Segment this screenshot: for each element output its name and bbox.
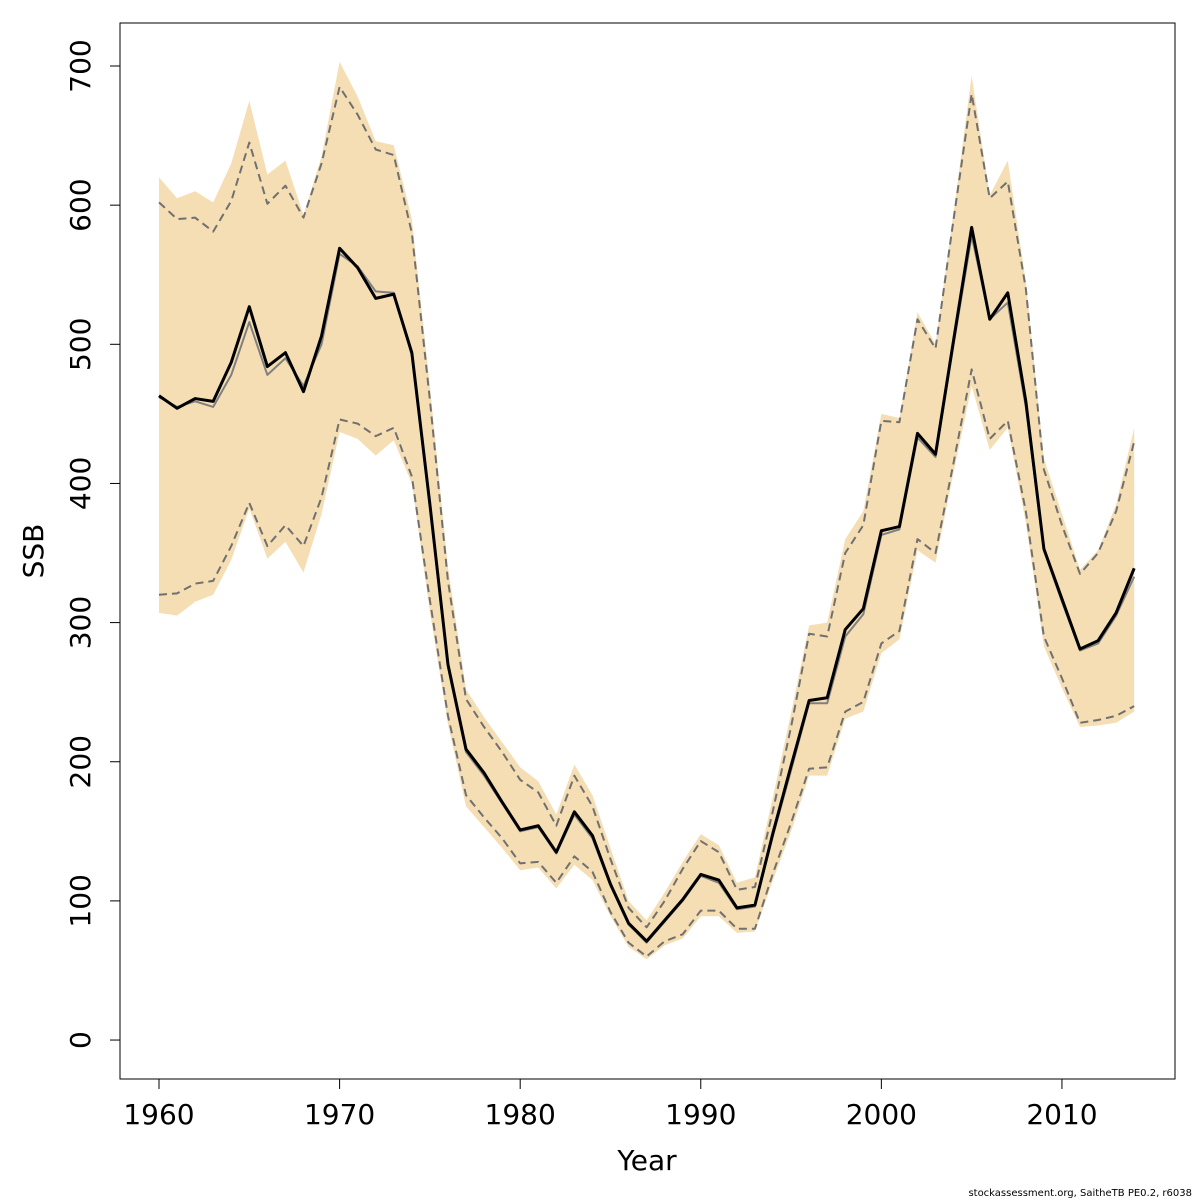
y-tick-label: 500 (64, 318, 97, 371)
confidence-band (159, 61, 1135, 960)
y-tick-label: 300 (64, 596, 97, 649)
x-tick-label: 1990 (665, 1098, 736, 1131)
y-axis-label: SSB (17, 524, 50, 579)
y-tick-label: 200 (64, 735, 97, 788)
x-tick-label: 1970 (304, 1098, 375, 1131)
y-tick-label: 400 (64, 457, 97, 510)
x-tick-label: 1980 (485, 1098, 556, 1131)
x-tick-label: 1960 (123, 1098, 194, 1131)
x-tick-label: 2010 (1026, 1098, 1097, 1131)
y-tick-label: 600 (64, 178, 97, 231)
y-tick-label: 700 (64, 39, 97, 92)
y-tick-label: 100 (64, 874, 97, 927)
series-line (158, 225, 1136, 943)
x-axis-label: Year (616, 1144, 677, 1177)
footnote: stockassessment.org, SaitheTB PE0.2, r60… (968, 1188, 1192, 1199)
series-line (158, 85, 1136, 929)
series-line (158, 368, 1135, 958)
y-tick-label: 0 (64, 1031, 97, 1049)
x-tick-label: 2000 (846, 1098, 917, 1131)
